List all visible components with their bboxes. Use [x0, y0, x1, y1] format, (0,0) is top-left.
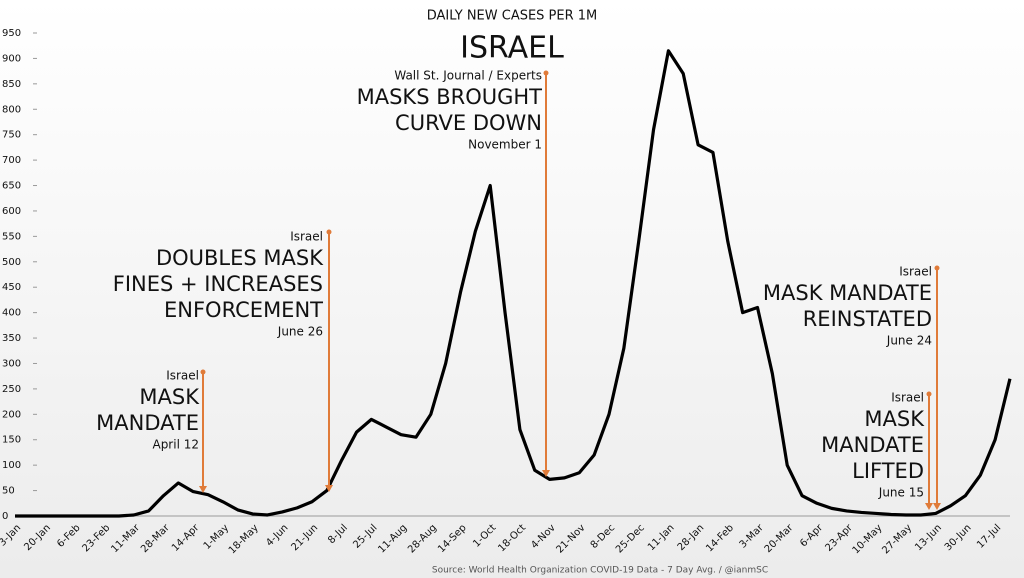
y-tick-label: 350: [2, 333, 21, 344]
annotation-text: MASK: [139, 385, 200, 409]
arrow-head: [925, 503, 933, 510]
annotation-source: Israel: [899, 265, 932, 279]
y-tick-label: 800: [2, 104, 21, 115]
annotation-dot: [200, 369, 206, 375]
y-tick-label: 200: [2, 409, 21, 420]
y-tick-label: 50: [2, 486, 15, 497]
annotation-source: Israel: [290, 230, 323, 244]
y-tick-label: 600: [2, 206, 21, 217]
y-tick-label: 450: [2, 282, 21, 293]
annotation-text: MANDATE: [96, 411, 199, 435]
y-tick-label: 550: [2, 231, 21, 242]
annotation-dot: [543, 70, 549, 76]
y-tick-label: 500: [2, 257, 21, 268]
annotation-date: April 12: [152, 438, 199, 452]
annotation-text: DOUBLES MASK: [156, 246, 324, 270]
y-tick-label: 0: [2, 511, 8, 522]
y-tick-label: 100: [2, 460, 21, 471]
y-tick-label: 950: [2, 28, 21, 39]
annotation-dot: [934, 265, 940, 271]
arrow-head: [933, 503, 941, 510]
annotation-source: Israel: [891, 391, 924, 405]
annotation-date: November 1: [468, 138, 542, 152]
annotation-text: FINES + INCREASES: [113, 272, 323, 296]
source: Source: World Health Organization COVID-…: [432, 566, 768, 576]
annotation-text: MASK: [864, 407, 925, 431]
annotation-text: LIFTED: [852, 459, 924, 483]
y-tick-label: 650: [2, 181, 21, 192]
y-tick-label: 400: [2, 308, 21, 319]
chart-title: DAILY NEW CASES PER 1M: [427, 9, 598, 24]
annotation-text: MASK MANDATE: [763, 281, 932, 305]
arrow-head: [199, 486, 207, 493]
annotation-date: June 15: [878, 486, 924, 500]
annotation-text: CURVE DOWN: [395, 111, 542, 135]
annotation-date: June 24: [886, 334, 932, 348]
arrow-head: [542, 470, 550, 477]
chart-subtitle: ISRAEL: [460, 31, 564, 66]
y-tick-label: 700: [2, 155, 21, 166]
y-tick-label: 850: [2, 79, 21, 90]
annotation-text: MASKS BROUGHT: [357, 85, 543, 109]
annotation-text: REINSTATED: [803, 307, 932, 331]
y-tick-label: 300: [2, 358, 21, 369]
y-tick-label: 150: [2, 435, 21, 446]
y-tick-label: 750: [2, 130, 21, 141]
annotation-date: June 26: [277, 325, 323, 339]
annotation-source: Israel: [166, 369, 199, 383]
annotation-source: Wall St. Journal / Experts: [394, 69, 542, 83]
annotation-dot: [926, 391, 932, 397]
annotation-text: MANDATE: [821, 433, 924, 457]
arrow-head: [325, 485, 333, 492]
series-line: [15, 49, 1012, 518]
y-tick-label: 250: [2, 384, 21, 395]
annotation-text: ENFORCEMENT: [164, 298, 323, 322]
y-tick-label: 900: [2, 53, 21, 64]
annotation-dot: [326, 229, 332, 235]
